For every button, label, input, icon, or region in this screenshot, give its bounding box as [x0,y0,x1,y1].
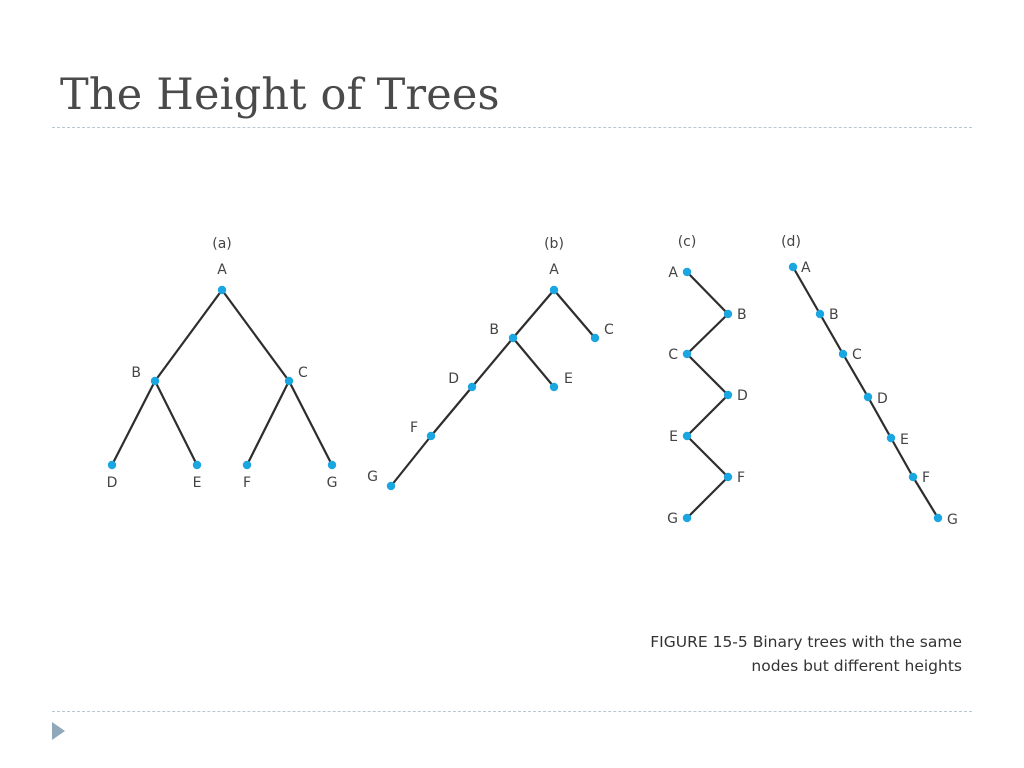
tree-b-label: (b) [544,236,564,252]
tree-b-node-g-label: G [367,469,378,485]
tree-c-node-b-label: B [737,307,747,323]
tree-a-node-f [242,460,252,470]
tree-a-edge-c-g [288,380,333,466]
tree-a-edge-b-e [154,380,198,466]
tree-b-edge-d-f [430,386,473,437]
tree-a-node-b [150,376,160,386]
tree-a-node-c-label: C [298,365,308,381]
tree-c-node-b [723,309,733,319]
tree-c-edge-a-b [686,271,729,315]
tree-b-edge-a-b [512,289,555,339]
tree-d-node-g [933,513,943,523]
tree-a-node-c [284,376,294,386]
tree-c-node-f-label: F [737,470,745,486]
tree-c-node-g [682,513,692,523]
tree-d-node-c-label: C [852,347,862,363]
tree-d-node-f-label: F [922,470,930,486]
tree-d-node-c [838,349,848,359]
tree-d-node-d-label: D [877,391,888,407]
tree-d-node-e [886,433,896,443]
tree-b-node-d [467,382,477,392]
tree-c-node-c [682,349,692,359]
tree-a-edge-a-b [154,289,223,382]
tree-d-edge-f-g [912,476,939,519]
tree-c-node-a [682,267,692,277]
tree-d: (d)A B C D E F G [781,234,958,528]
tree-d-node-d [863,392,873,402]
tree-c-edge-c-d [686,353,729,396]
tree-c-label: (c) [678,234,697,250]
tree-a: (a) A B C D E F G [107,236,338,491]
tree-a-label: (a) [212,236,232,252]
tree-b-node-f-label: F [410,420,418,436]
tree-b-edge-b-e [512,337,555,388]
tree-b-edge-b-d [471,337,514,388]
tree-d-edge-d-e [867,396,892,439]
tree-c-edge-e-f [686,435,729,478]
tree-c-edge-b-c [686,313,729,355]
tree-c-node-f [723,472,733,482]
tree-d-node-e-label: E [900,432,909,448]
next-slide-arrow-icon[interactable] [52,722,65,740]
tree-b-node-a [549,285,559,295]
tree-b-node-c [590,333,600,343]
tree-a-edge-b-d [111,380,156,466]
tree-a-node-e-label: E [193,475,202,491]
tree-b-node-e [549,382,559,392]
tree-c-edge-d-e [686,394,729,437]
tree-c-edge-f-g [686,476,729,519]
tree-c-node-d [723,390,733,400]
tree-a-node-a-label: A [217,262,227,278]
tree-c-node-d-label: D [737,388,748,404]
tree-b-node-b [508,333,518,343]
tree-a-node-g [327,460,337,470]
tree-d-node-a [788,262,798,272]
tree-d-edge-c-d [842,353,869,398]
tree-d-label: (d) [781,234,801,250]
tree-d-node-a-label: A [801,260,811,276]
tree-d-node-b-label: B [829,307,839,323]
tree-b-node-a-label: A [549,262,559,278]
tree-a-edge-c-f [246,380,290,466]
tree-a-node-g-label: G [327,475,338,491]
tree-d-edge-e-f [890,437,914,478]
footer-divider [52,711,972,712]
tree-a-node-e [192,460,202,470]
tree-c-node-g-label: G [667,511,678,527]
tree-c-node-e-label: E [669,429,678,445]
tree-c-node-e [682,431,692,441]
tree-b-node-g [386,481,396,491]
tree-b-edge-a-c [553,289,596,339]
tree-a-node-a [217,285,227,295]
tree-c-node-a-label: A [668,265,678,281]
tree-b-node-e-label: E [564,371,573,387]
tree-d-node-b [815,309,825,319]
tree-b-node-b-label: B [489,322,499,338]
tree-a-edge-a-c [221,289,290,382]
tree-a-node-f-label: F [243,475,251,491]
tree-d-edge-b-c [819,313,844,355]
caption-line-2: nodes but different heights [751,657,962,675]
tree-a-node-d [107,460,117,470]
tree-d-node-f [908,472,918,482]
tree-b-node-c-label: C [604,322,614,338]
tree-b-node-d-label: D [448,371,459,387]
title-divider [52,127,972,128]
tree-d-edge-a-b [792,266,821,315]
tree-a-node-d-label: D [107,475,118,491]
slide-title: The Height of Trees [60,70,500,120]
tree-b-node-f [426,431,436,441]
tree-c-node-c-label: C [668,347,678,363]
figure-caption: FIGURE 15-5 Binary trees with the same n… [650,630,962,678]
tree-b-edge-f-g [390,435,432,487]
caption-line-1: FIGURE 15-5 Binary trees with the same [650,633,962,651]
tree-c: (c)A B C D E F G [667,234,748,527]
tree-a-node-b-label: B [131,365,141,381]
tree-b: (b) A B C D E F G [367,236,614,491]
tree-d-node-g-label: G [947,512,958,528]
